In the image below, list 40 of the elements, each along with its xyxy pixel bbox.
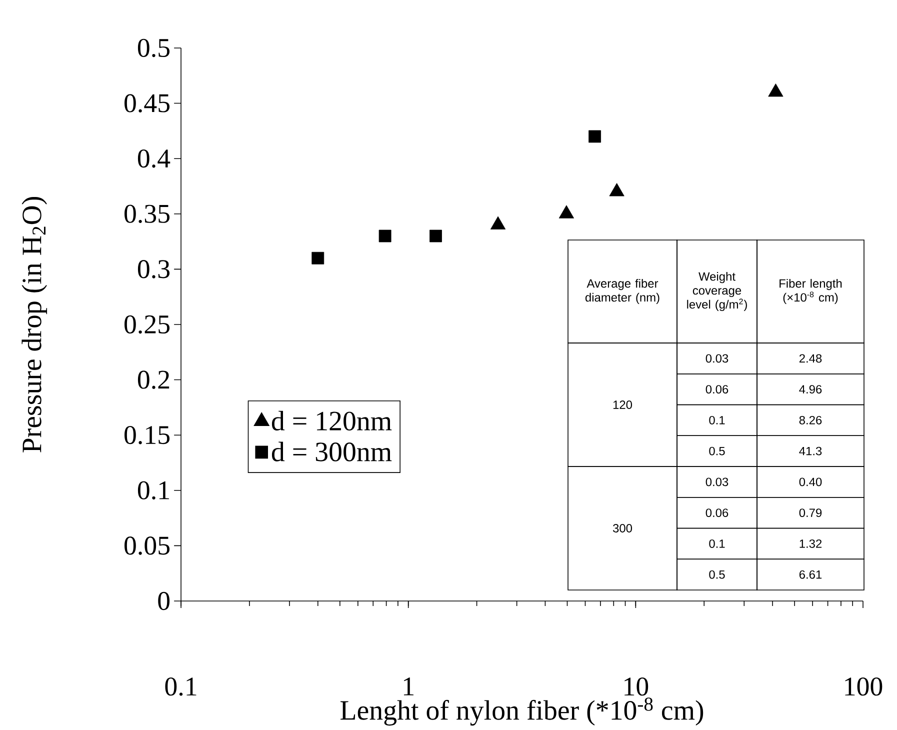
- legend-label: d = 300nm: [272, 442, 392, 462]
- annotation: 41.3: [799, 446, 822, 456]
- annotation: 0.79: [799, 508, 822, 518]
- y-axis-title: Pressure drop (in H$_{2}$O): [22, 197, 48, 452]
- annotation: 0.1: [709, 416, 725, 424]
- annotation: 0.03: [706, 478, 728, 486]
- y-tick-label: 0.05: [124, 536, 170, 555]
- x-tick-label: 0.1: [165, 678, 196, 696]
- legend-label: d = 120nm: [272, 410, 392, 431]
- x-tick-label: 1: [404, 678, 414, 696]
- y-tick-label: 0.2: [138, 370, 170, 389]
- y-tick-label: 0.3: [138, 260, 170, 278]
- annotation: 300: [612, 524, 632, 532]
- annotation: Average fiber diameter (nm): [585, 278, 660, 304]
- annotation: 2.48: [799, 354, 822, 363]
- annotation: 0.40: [799, 478, 822, 486]
- y-tick-label: 0.4: [138, 149, 170, 168]
- y-tick-label: 0.25: [124, 315, 170, 334]
- annotation: Weight coverage level (g/m$^{2}$): [687, 272, 747, 312]
- annotation: 0.5: [709, 446, 725, 456]
- annotation: 4.96: [799, 385, 822, 394]
- annotation: 1.32: [800, 539, 822, 548]
- annotation: Fiber length (×10$^{-8}$ cm): [780, 278, 842, 304]
- y-tick-label: 0.1: [138, 481, 169, 500]
- y-tick-label: 0: [158, 592, 170, 610]
- y-tick-label: 0.15: [124, 426, 170, 444]
- annotation: 0.5: [709, 570, 725, 579]
- x-axis-title: Lenght of nylon fiber (*10$^{-8}$ cm): [340, 698, 704, 726]
- annotation: 8.26: [799, 416, 822, 424]
- annotation: 0.06: [706, 508, 728, 518]
- annotation: 0.06: [706, 385, 728, 394]
- annotation: 0.03: [706, 354, 728, 363]
- annotation: 120: [613, 400, 632, 409]
- annotation: 0.1: [709, 539, 725, 548]
- x-tick-label: 10: [624, 678, 648, 696]
- y-tick-label: 0.5: [138, 38, 170, 58]
- y-tick-label: 0.45: [124, 94, 170, 112]
- x-tick-label: 100: [845, 678, 882, 696]
- y-tick-label: 0.35: [124, 204, 170, 224]
- annotation: 6.61: [799, 570, 822, 579]
